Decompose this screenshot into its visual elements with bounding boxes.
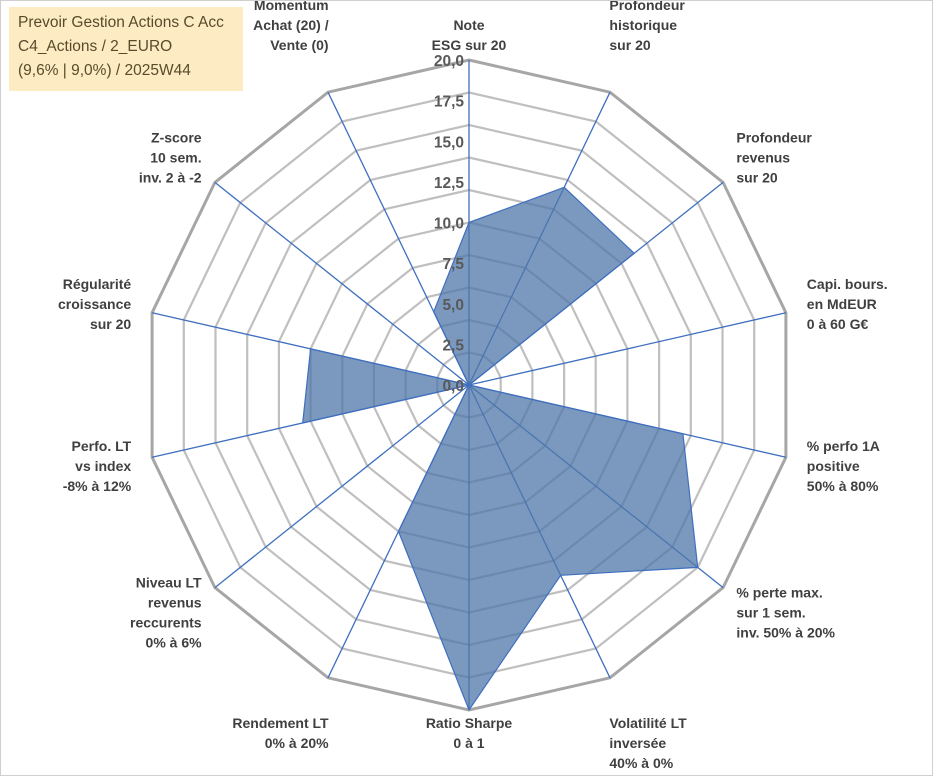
axis-label: Profondeur historique sur 20 [609,1,685,53]
axis-label: Perfo. LT vs index -8% à 12% [63,438,132,494]
axis-label: Profondeur revenus sur 20 [736,129,812,185]
axis-label: % perte max. sur 1 sem. inv. 50% à 20% [736,585,835,641]
axis-label: Ratio Sharpe 0 à 1 [426,715,513,751]
axis-label: Z-score 10 sem. inv. 2 à -2 [139,129,202,185]
axis-labels: Note ESG sur 20 Profondeur historique sur 20… [58,1,888,771]
axis-label: Régularité croissance sur 20 [58,276,131,332]
tick-label: 7,5 [442,256,464,273]
axis-label: Niveau LT revenus reccurents 0% à 6% [130,575,202,651]
tick-label: 17,5 [434,94,465,111]
axis-label: Momentum Achat (20) / Vente (0) [253,1,329,53]
series-area [302,186,699,712]
fund-category: C4_Actions / 2_EURO [18,38,173,55]
tick-label: 20,0 [434,53,464,70]
axis-spoke [214,181,470,386]
axis-spoke [468,312,787,386]
axis-label: Note ESG sur 20 [432,17,507,53]
axis-label: Rendement LT 0% à 20% [232,715,329,751]
tick-label: 15,0 [434,134,464,151]
radar-series [302,186,699,712]
fund-name: Prevoir Gestion Actions C Acc [18,14,224,31]
axis-spoke [214,384,470,589]
tick-label: 0,0 [442,378,464,395]
tick-label: 2,5 [442,337,464,354]
fund-stats: (9,6% | 9,0%) / 2025W44 [18,62,191,79]
axis-label: % perfo 1A positive 50% à 80% [807,438,880,494]
axis-label: Volatilité LT inversée 40% à 0% [609,715,687,771]
tick-label: 12,5 [434,175,465,192]
radial-tick-labels: 0,0 2,5 5,0 7,5 10,0 12,5 15,0 17,5 20,0 [434,53,465,395]
tick-label: 5,0 [442,297,464,314]
tick-label: 10,0 [434,216,464,233]
fund-info-box: Prevoir Gestion Actions C Acc C4_Actions… [9,7,243,91]
axis-label: Capi. bours. en MdEUR 0 à 60 G€ [807,276,888,332]
